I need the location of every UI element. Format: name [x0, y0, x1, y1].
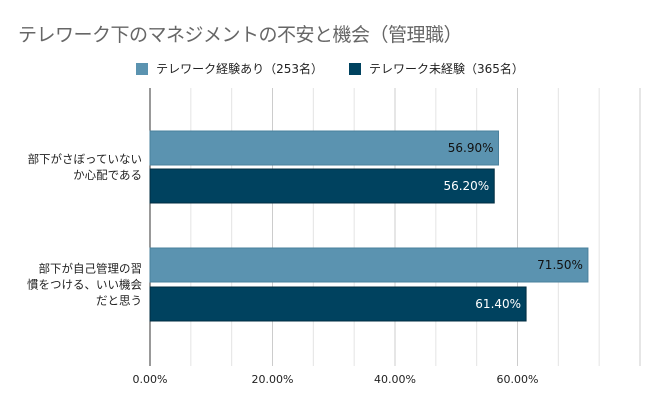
- legend: テレワーク経験あり（253名） テレワーク未経験（365名）: [0, 60, 660, 77]
- bar: [149, 168, 495, 204]
- data-label: 71.50%: [537, 258, 583, 272]
- data-label: 56.20%: [443, 179, 489, 193]
- x-tick-label: 40.00%: [374, 373, 416, 386]
- chart-title: テレワーク下のマネジメントの不安と機会（管理職）: [18, 24, 463, 46]
- legend-swatch-inexperienced: [349, 62, 361, 75]
- category-label: 慣をつける、いい機会: [27, 278, 142, 292]
- legend-label-experienced: テレワーク経験あり（253名）: [156, 62, 323, 76]
- bar: [149, 286, 527, 322]
- category-label: だと思う: [96, 294, 142, 308]
- legend-swatch-experienced: [136, 62, 149, 75]
- legend-item-experienced: テレワーク経験あり（253名）: [136, 60, 323, 77]
- category-label: か心配である: [73, 168, 142, 182]
- bar: [149, 247, 589, 283]
- category-label: 部下がさぼっていない: [28, 152, 142, 166]
- data-label: 61.40%: [475, 297, 521, 311]
- x-tick-label: 20.00%: [252, 373, 294, 386]
- data-label: 56.90%: [448, 141, 494, 155]
- x-tick-label: 60.00%: [497, 373, 539, 386]
- category-label: 部下が自己管理の習: [39, 262, 143, 276]
- bar: [149, 130, 500, 166]
- legend-label-inexperienced: テレワーク未経験（365名）: [369, 62, 524, 76]
- x-tick-label: 0.00%: [133, 373, 168, 386]
- legend-item-inexperienced: テレワーク未経験（365名）: [349, 60, 524, 77]
